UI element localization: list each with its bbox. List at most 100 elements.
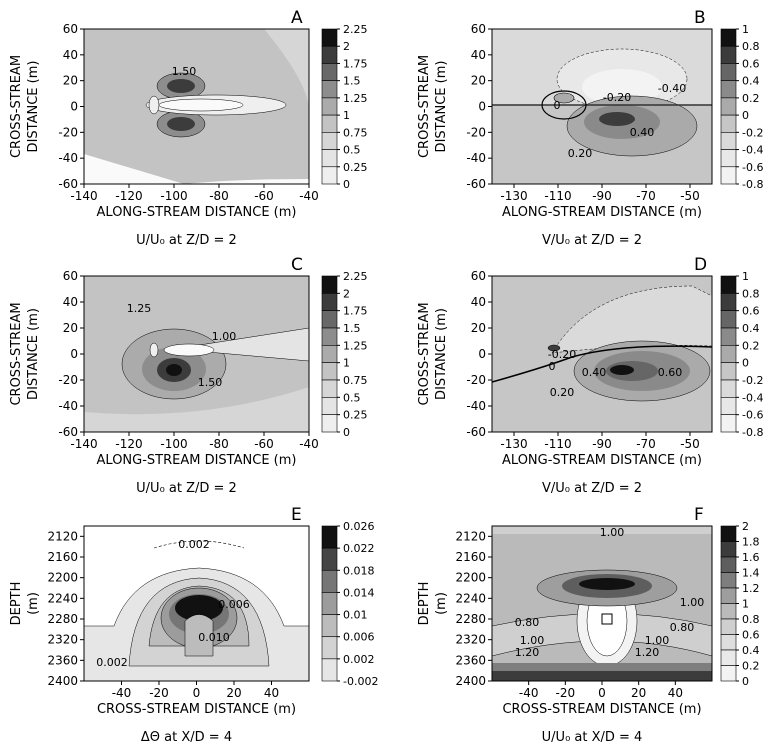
contour-label: -0.20 xyxy=(548,348,576,361)
y-tick-label: -60 xyxy=(58,177,78,191)
contour-label: 0.40 xyxy=(582,366,607,379)
colorbar-label: 0.014 xyxy=(343,586,375,599)
contour-label: 0.80 xyxy=(515,616,540,629)
colorbar-swatch xyxy=(720,293,737,311)
x-axis-label: ALONG-STREAM DISTANCE (m) xyxy=(97,205,297,220)
x-tick-label: -50 xyxy=(680,437,700,451)
y-tick-label: 2360 xyxy=(47,653,78,667)
contour-label: -0.20 xyxy=(603,91,631,104)
y-tick-label: -60 xyxy=(466,425,486,439)
x-tick-label: -20 xyxy=(556,686,576,700)
colorbar-label: 1 xyxy=(343,109,350,122)
y-tick-label: 2320 xyxy=(455,633,486,647)
contour-region xyxy=(175,595,223,621)
contour-region xyxy=(184,614,214,657)
colorbar-label: 0.018 xyxy=(343,564,375,577)
y-axis-label: CROSS-STREAM DISTANCE (m) xyxy=(9,55,41,158)
y-tick-label: 40 xyxy=(63,295,78,309)
colorbar-swatch xyxy=(720,80,737,99)
colorbar-swatch xyxy=(321,414,338,433)
x-tick-label: -100 xyxy=(160,437,187,451)
field-band xyxy=(264,29,309,119)
panel-caption: V/U₀ at Z/D = 2 xyxy=(542,481,642,496)
y-tick-label: 2400 xyxy=(455,674,486,688)
x-tick-label: -130 xyxy=(500,437,527,451)
y-tick-label: 0 xyxy=(70,100,78,114)
colorbar-label: 0.8 xyxy=(742,40,760,53)
x-tick-label: -20 xyxy=(149,686,169,700)
panel-letter: C xyxy=(291,255,303,275)
colorbar-label: 1 xyxy=(742,598,749,611)
zero-contour xyxy=(492,345,712,383)
panel-letter: E xyxy=(291,505,302,525)
contour-label: 1.25 xyxy=(127,302,152,315)
colorbar-label: 0.022 xyxy=(343,542,375,555)
x-tick-label: -130 xyxy=(500,189,527,203)
panel-letter: A xyxy=(291,8,303,28)
y-tick-label: -40 xyxy=(466,151,486,165)
colorbar-swatch xyxy=(720,362,737,381)
panel-c: 1.251.001.50C-140 -120 -100 -80 -60 -40604020… xyxy=(9,255,368,496)
x-tick-label: -140 xyxy=(70,189,97,203)
colorbar-label: 0.006 xyxy=(343,631,375,644)
colorbar-label: -0.8 xyxy=(742,426,763,439)
x-tick-label: -40 xyxy=(519,686,539,700)
y-axis-label-line2: DISTANCE (m) xyxy=(434,308,449,400)
contour-label: 1.00 xyxy=(600,526,625,539)
colorbar-swatch xyxy=(321,80,338,99)
x-tick-label: -90 xyxy=(592,437,612,451)
colorbar-swatch xyxy=(720,114,737,133)
y-tick-label: 2200 xyxy=(47,571,78,585)
y-axis-label-line2: (m) xyxy=(26,592,41,615)
contour-region xyxy=(167,117,195,131)
y-tick-label: 2280 xyxy=(455,612,486,626)
colorbar-swatch xyxy=(720,97,737,116)
y-tick-label: 2320 xyxy=(47,633,78,647)
x-axis-label: ALONG-STREAM DISTANCE (m) xyxy=(97,453,297,468)
y-axis-label: CROSS-STREAM DISTANCE (m) xyxy=(9,302,41,405)
contour-label: 0 xyxy=(549,360,556,373)
panel-f: 1.001.000.80 0.801.00 1.001.20 1.20F-40 -20 0… xyxy=(417,505,760,745)
y-tick-label: 60 xyxy=(471,269,486,283)
wake-region xyxy=(163,343,215,357)
colorbar-label: 0 xyxy=(742,675,749,688)
colorbar-label: 2 xyxy=(343,40,350,53)
contour-field xyxy=(84,526,309,681)
contour-field xyxy=(492,276,712,432)
colorbar-swatch xyxy=(720,28,737,47)
x-axis-label: CROSS-STREAM DISTANCE (m) xyxy=(97,702,296,717)
panel-caption: U/U₀ at X/D = 4 xyxy=(542,730,643,745)
colorbar-label: 0.5 xyxy=(343,391,361,404)
y-tick-label: 60 xyxy=(471,22,486,36)
y-tick-label: -20 xyxy=(58,125,78,139)
colorbar-label: 2.25 xyxy=(343,270,368,283)
colorbar-label: 0.75 xyxy=(343,374,368,387)
panel-caption: ΔΘ at X/D = 4 xyxy=(141,730,232,745)
colorbar-swatch xyxy=(321,45,338,64)
contour-region xyxy=(167,79,195,93)
colorbar-swatch xyxy=(720,63,737,81)
colorbar-label: 0.4 xyxy=(742,75,760,88)
panel-letter: D xyxy=(694,255,707,275)
colorbar-swatch xyxy=(321,397,338,415)
colorbar-label: 0.75 xyxy=(343,126,368,139)
colorbar-label: 0.026 xyxy=(343,520,375,533)
contour-label: 0.80 xyxy=(670,621,695,634)
colorbar-label: -0.6 xyxy=(742,409,763,422)
y-tick-label: 40 xyxy=(471,48,486,62)
x-tick-label: -140 xyxy=(70,437,97,451)
colorbar-swatch xyxy=(321,547,338,571)
y-tick-label: 0 xyxy=(478,347,486,361)
colorbar-label: 1 xyxy=(343,357,350,370)
x-tick-label: -70 xyxy=(636,189,656,203)
contour-region xyxy=(579,578,635,590)
colorbar-swatch xyxy=(321,658,338,682)
field-band xyxy=(492,526,712,534)
y-tick-label: -20 xyxy=(58,373,78,387)
y-tick-label: 40 xyxy=(471,295,486,309)
colorbar-label: 0.5 xyxy=(343,144,361,157)
colorbar-swatch xyxy=(720,665,737,682)
colorbar-swatch xyxy=(720,149,737,168)
x-tick-label: -110 xyxy=(544,437,571,451)
